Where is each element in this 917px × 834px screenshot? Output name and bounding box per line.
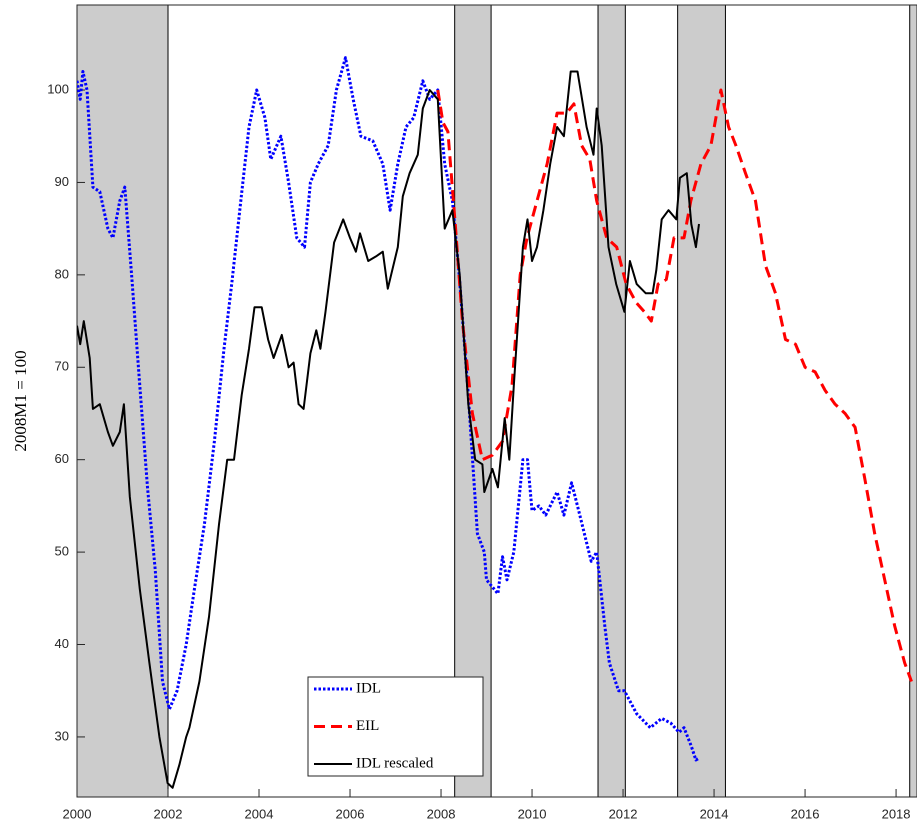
y-axis-label: 2008M1 = 100	[11, 350, 30, 451]
x-tick-label: 2012	[609, 806, 638, 821]
y-tick-label: 40	[55, 636, 69, 651]
y-tick-label: 90	[55, 174, 69, 189]
y-tick-label: 80	[55, 266, 69, 281]
y-tick-label: 60	[55, 451, 69, 466]
legend-label: IDL rescaled	[356, 755, 434, 771]
x-tick-label: 2004	[245, 806, 274, 821]
x-tick-label: 2002	[154, 806, 183, 821]
x-tick-label: 2006	[336, 806, 365, 821]
y-tick-label: 50	[55, 544, 69, 559]
legend-label: EIL	[356, 718, 379, 734]
shaded-region	[77, 5, 169, 797]
series-line	[77, 70, 700, 789]
shaded-region	[909, 5, 917, 797]
shaded-region	[454, 5, 492, 797]
shaded-region	[677, 5, 726, 797]
y-tick-label: 30	[55, 728, 69, 743]
x-tick-label: 2010	[518, 806, 547, 821]
y-tick-label: 100	[47, 81, 69, 96]
series-line	[77, 56, 700, 762]
x-tick-label: 2000	[63, 806, 92, 821]
series-line	[436, 88, 913, 683]
x-tick-label: 2018	[882, 806, 911, 821]
x-tick-label: 2008	[427, 806, 456, 821]
legend: IDL EIL IDL rescaled	[307, 676, 484, 777]
plot-frame	[76, 4, 917, 798]
shaded-region	[597, 5, 626, 797]
x-tick-label: 2014	[700, 806, 729, 821]
x-tick-label: 2016	[791, 806, 820, 821]
y-tick-label: 70	[55, 359, 69, 374]
legend-label: IDL	[356, 680, 381, 696]
